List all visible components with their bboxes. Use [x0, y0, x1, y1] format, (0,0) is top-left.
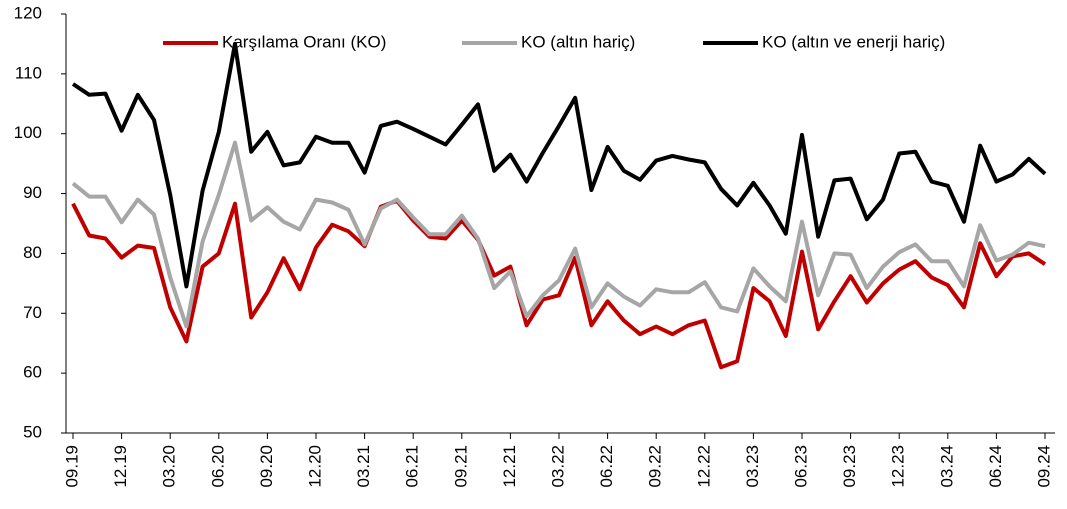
x-tick-label: 12.20 — [305, 445, 324, 488]
legend-label: KO (altın ve enerji hariç) — [762, 32, 945, 51]
x-tick-label: 12.23 — [889, 445, 908, 488]
y-tick-label: 80 — [23, 243, 42, 262]
y-tick-label: 60 — [23, 363, 42, 382]
x-tick-label: 12.19 — [111, 445, 130, 488]
x-tick-label: 06.23 — [791, 445, 810, 488]
x-tick-label: 03.24 — [937, 445, 956, 488]
x-tick-label: 06.24 — [986, 445, 1005, 488]
series-line — [71, 198, 1047, 370]
x-tick-label: 12.21 — [500, 445, 519, 488]
x-tick-label: 06.20 — [208, 445, 227, 488]
x-tick-label: 09.24 — [1034, 445, 1053, 488]
y-tick-label: 120 — [14, 3, 42, 22]
series-line — [71, 41, 1047, 289]
x-tick-label: 06.22 — [597, 445, 616, 488]
x-tick-label: 09.21 — [451, 445, 470, 488]
x-tick-label: 09.20 — [257, 445, 276, 488]
x-tick-label: 03.21 — [354, 445, 373, 488]
y-tick-label: 50 — [23, 422, 42, 441]
series-line — [71, 140, 1046, 329]
x-tick-label: 03.23 — [743, 445, 762, 488]
y-tick-label: 70 — [23, 303, 42, 322]
x-tick-label: 09.23 — [840, 445, 859, 488]
x-tick-label: 03.22 — [548, 445, 567, 488]
y-tick-label: 90 — [23, 183, 42, 202]
legend-label: KO (altın hariç) — [521, 32, 635, 51]
x-tick-label: 06.21 — [403, 445, 422, 488]
x-tick-label: 09.22 — [646, 445, 665, 488]
x-tick-label: 09.19 — [62, 445, 81, 488]
x-tick-label: 03.20 — [160, 445, 179, 488]
y-tick-label: 110 — [15, 63, 42, 82]
x-tick-label: 12.22 — [694, 445, 713, 488]
y-tick-label: 100 — [14, 123, 42, 142]
legend-label: Karşılama Oranı (KO) — [222, 32, 386, 51]
